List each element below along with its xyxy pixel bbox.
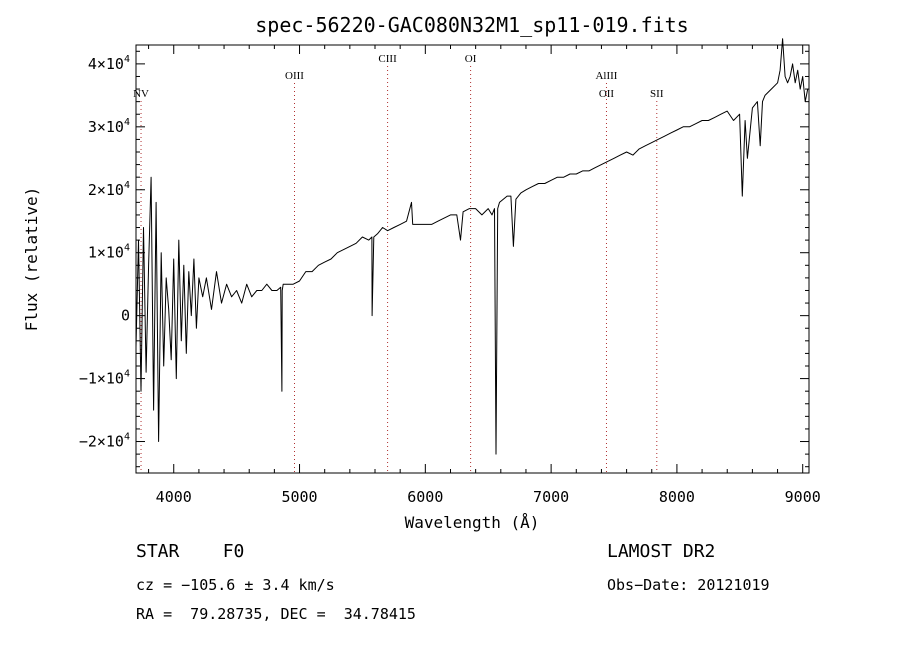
emission-line-markers: NV OIII CIII OI AlIII OII SII	[133, 53, 664, 473]
x-tick-label: 7000	[533, 488, 569, 506]
y-tick-label: −2×104	[79, 432, 130, 451]
y-tick-label: 2×104	[88, 180, 130, 199]
y-tick-label: −1×104	[79, 369, 130, 388]
chart-title: spec-56220-GAC080N32M1_sp11-019.fits	[255, 13, 688, 37]
x-tick-label: 8000	[659, 488, 695, 506]
object-classification: STAR F0	[136, 541, 245, 562]
y-tick-label: 4×104	[88, 54, 130, 73]
x-tick-label: 6000	[407, 488, 443, 506]
line-marker-label: OII	[599, 88, 615, 100]
line-marker-label: SII	[650, 88, 664, 100]
observation-date: Obs−Date: 20121019	[607, 576, 770, 594]
line-marker-label: NV	[133, 88, 149, 100]
line-marker-label: OIII	[285, 70, 304, 82]
x-axis-label: Wavelength (Å)	[405, 513, 540, 532]
spectrum-series	[135, 38, 809, 455]
redshift-velocity: cz = −105.6 ± 3.4 km/s	[136, 576, 335, 594]
plot-frame	[135, 44, 810, 474]
y-tick-label: 0	[121, 307, 130, 325]
line-marker-label: AlIII	[595, 70, 617, 82]
x-tick-label: 5000	[281, 488, 317, 506]
line-marker-label: OI	[465, 53, 477, 65]
x-tick-label: 4000	[156, 488, 192, 506]
x-tick-label: 9000	[785, 488, 821, 506]
spectrum-line	[135, 38, 809, 455]
y-axis-label: Flux (relative)	[22, 187, 41, 332]
y-tick-label: 1×104	[88, 243, 130, 262]
y-tick-label: 3×104	[88, 117, 130, 136]
y-axis-ticks: −2×104 −1×104 0 1×104 2×104 3×104 4×104	[79, 50, 809, 468]
coordinates: RA = 79.28735, DEC = 34.78415	[136, 605, 416, 623]
x-axis-ticks: 4000 5000 6000 7000 8000 9000	[148, 45, 821, 506]
line-marker-label: CIII	[378, 53, 397, 65]
survey-name: LAMOST DR2	[607, 541, 716, 562]
